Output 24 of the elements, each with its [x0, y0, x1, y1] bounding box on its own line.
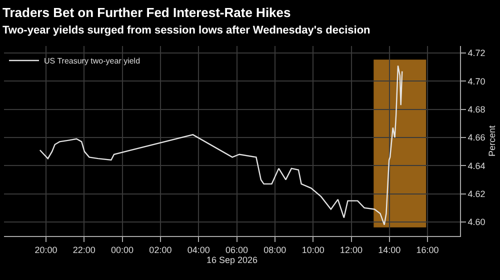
x-tick-label: 14:00	[378, 244, 401, 255]
legend-label: US Treasury two-year yield	[44, 56, 140, 66]
x-tick-label: 02:00	[149, 244, 172, 255]
y-axis-title: Percent	[487, 125, 498, 157]
x-tick-label: 16:00	[416, 244, 439, 255]
x-tick-label: 20:00	[34, 244, 58, 255]
x-tick-label: 22:00	[72, 244, 96, 255]
chart-title: Traders Bet on Further Fed Interest-Rate Hikes	[2, 4, 291, 20]
x-tick-label: 08:00	[264, 244, 286, 255]
x-tick-label: 06:00	[226, 244, 248, 255]
x-tick-label: 12:00	[340, 244, 363, 255]
line-series	[39, 65, 403, 226]
x-tick-label: 04:00	[187, 244, 210, 255]
y-tick-label: 4.70	[468, 76, 486, 86]
y-tick-label: 4.68	[468, 104, 486, 114]
y-tick-label: 4.66	[468, 132, 486, 143]
y-tick-label: 4.64	[468, 160, 486, 171]
x-axis-title: 16 Sep 2026	[206, 254, 258, 265]
y-tick-label: 4.60	[468, 217, 486, 228]
x-tick-label: 10:00	[302, 244, 324, 255]
y-tick-label: 4.72	[468, 48, 486, 58]
x-tick-label: 00:00	[111, 244, 134, 255]
y-tick-label: 4.62	[468, 188, 486, 199]
chart-subtitle: Two-year yields surged from session lows after Wednesday's decision	[2, 24, 371, 37]
